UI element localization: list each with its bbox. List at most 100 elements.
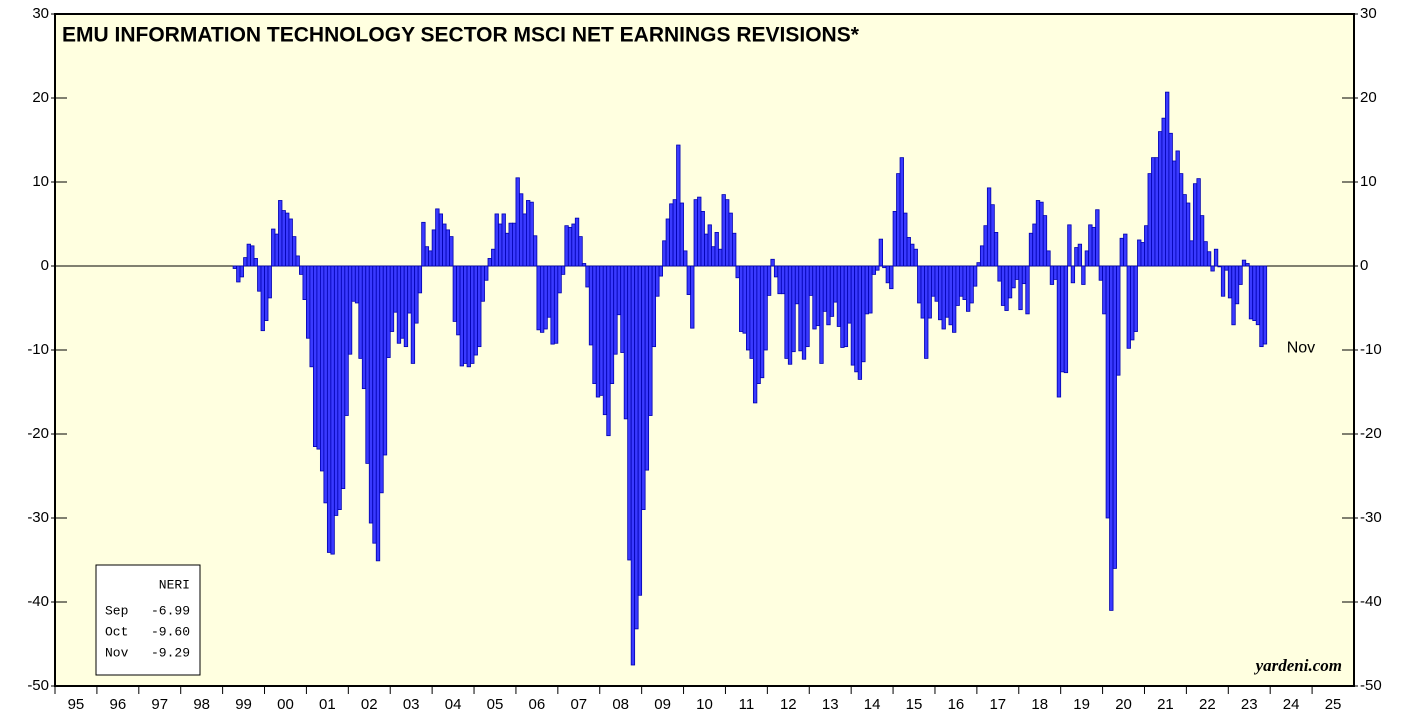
- bar: [564, 225, 569, 267]
- chart-title: EMU INFORMATION TECHNOLOGY SECTOR MSCI N…: [62, 24, 860, 47]
- bar: [1255, 265, 1261, 326]
- y2-tick-label: -10: [1360, 341, 1382, 358]
- bar: [567, 226, 573, 267]
- bar: [721, 194, 726, 267]
- bar: [784, 265, 789, 359]
- x-tick-label: 11: [739, 696, 755, 713]
- bar: [333, 265, 339, 516]
- bar: [313, 265, 318, 448]
- bar: [648, 265, 653, 416]
- bar: [484, 265, 489, 281]
- bar: [1196, 178, 1201, 267]
- bar: [1203, 241, 1208, 267]
- bar: [491, 248, 496, 267]
- x-tick-label: 24: [1283, 696, 1300, 713]
- bar: [1109, 265, 1114, 611]
- bar: [1182, 194, 1187, 267]
- bar: [1032, 223, 1037, 267]
- bar: [473, 265, 478, 356]
- bar: [1248, 265, 1254, 320]
- x-tick-label: 14: [864, 696, 881, 713]
- bar: [1039, 201, 1044, 267]
- bar: [613, 265, 618, 355]
- bar: [882, 265, 887, 269]
- bar: [752, 265, 758, 404]
- bar: [1046, 250, 1051, 267]
- annotation: Nov: [1287, 339, 1315, 356]
- bar: [913, 248, 918, 267]
- bar: [264, 265, 269, 321]
- bar: [791, 265, 796, 353]
- bar: [1144, 225, 1149, 267]
- bar: [260, 265, 265, 332]
- bar: [634, 265, 639, 630]
- bar: [1137, 239, 1142, 267]
- bar: [372, 265, 377, 544]
- bar: [986, 187, 992, 267]
- bar: [864, 265, 870, 315]
- bar: [697, 196, 702, 267]
- x-tick-label: 03: [403, 696, 420, 713]
- bar: [1224, 265, 1229, 271]
- bar: [449, 236, 454, 267]
- plot-area: [54, 13, 1355, 687]
- bar: [1116, 265, 1121, 376]
- bar: [257, 265, 262, 292]
- bar: [1123, 233, 1128, 267]
- y2-tick-label: 30: [1360, 5, 1377, 22]
- bar: [1140, 242, 1145, 267]
- x-tick-label: 05: [487, 696, 504, 713]
- bar: [686, 265, 691, 295]
- bar: [965, 265, 971, 312]
- bar: [431, 229, 437, 267]
- bar: [896, 173, 901, 267]
- bar: [822, 265, 828, 312]
- y-tick-label: -20: [27, 425, 49, 442]
- source: yardeni.com: [1254, 656, 1342, 675]
- bar: [847, 265, 852, 324]
- legend-box: [95, 564, 201, 676]
- y2-tick-label: 10: [1360, 173, 1377, 190]
- bar: [1063, 265, 1069, 374]
- bar: [1192, 183, 1198, 267]
- x-tick-label: 13: [822, 696, 839, 713]
- bar: [1067, 224, 1072, 267]
- bar: [1119, 237, 1124, 267]
- bar: [393, 265, 398, 313]
- bar: [1004, 265, 1009, 311]
- bar: [812, 265, 817, 330]
- bar: [365, 265, 370, 464]
- x-tick-label: 16: [948, 696, 965, 713]
- bar: [993, 231, 999, 267]
- bar: [1102, 265, 1107, 315]
- bar: [560, 265, 566, 275]
- bar: [487, 258, 492, 267]
- bar: [766, 265, 772, 296]
- bar: [1053, 265, 1058, 280]
- bar: [1060, 265, 1065, 373]
- bar: [983, 225, 988, 267]
- bar: [1021, 265, 1027, 285]
- bar: [1133, 265, 1138, 332]
- bar: [243, 257, 248, 267]
- bar: [693, 199, 698, 267]
- bar: [1084, 250, 1090, 267]
- bar: [739, 265, 744, 332]
- legend-value: -9.29: [151, 645, 190, 660]
- bar: [941, 265, 946, 330]
- bar: [920, 265, 925, 319]
- bar: [609, 265, 615, 384]
- bar: [641, 265, 646, 511]
- bar: [309, 265, 314, 368]
- bar: [749, 265, 754, 359]
- legend-value: -9.60: [151, 624, 190, 639]
- bar: [1234, 265, 1240, 305]
- bar: [969, 265, 974, 304]
- bar: [588, 265, 594, 346]
- x-tick-label: 18: [1031, 696, 1048, 713]
- bar: [1241, 259, 1247, 267]
- bar: [361, 265, 367, 390]
- bar: [480, 265, 485, 302]
- bar: [306, 265, 311, 339]
- bar: [351, 265, 356, 302]
